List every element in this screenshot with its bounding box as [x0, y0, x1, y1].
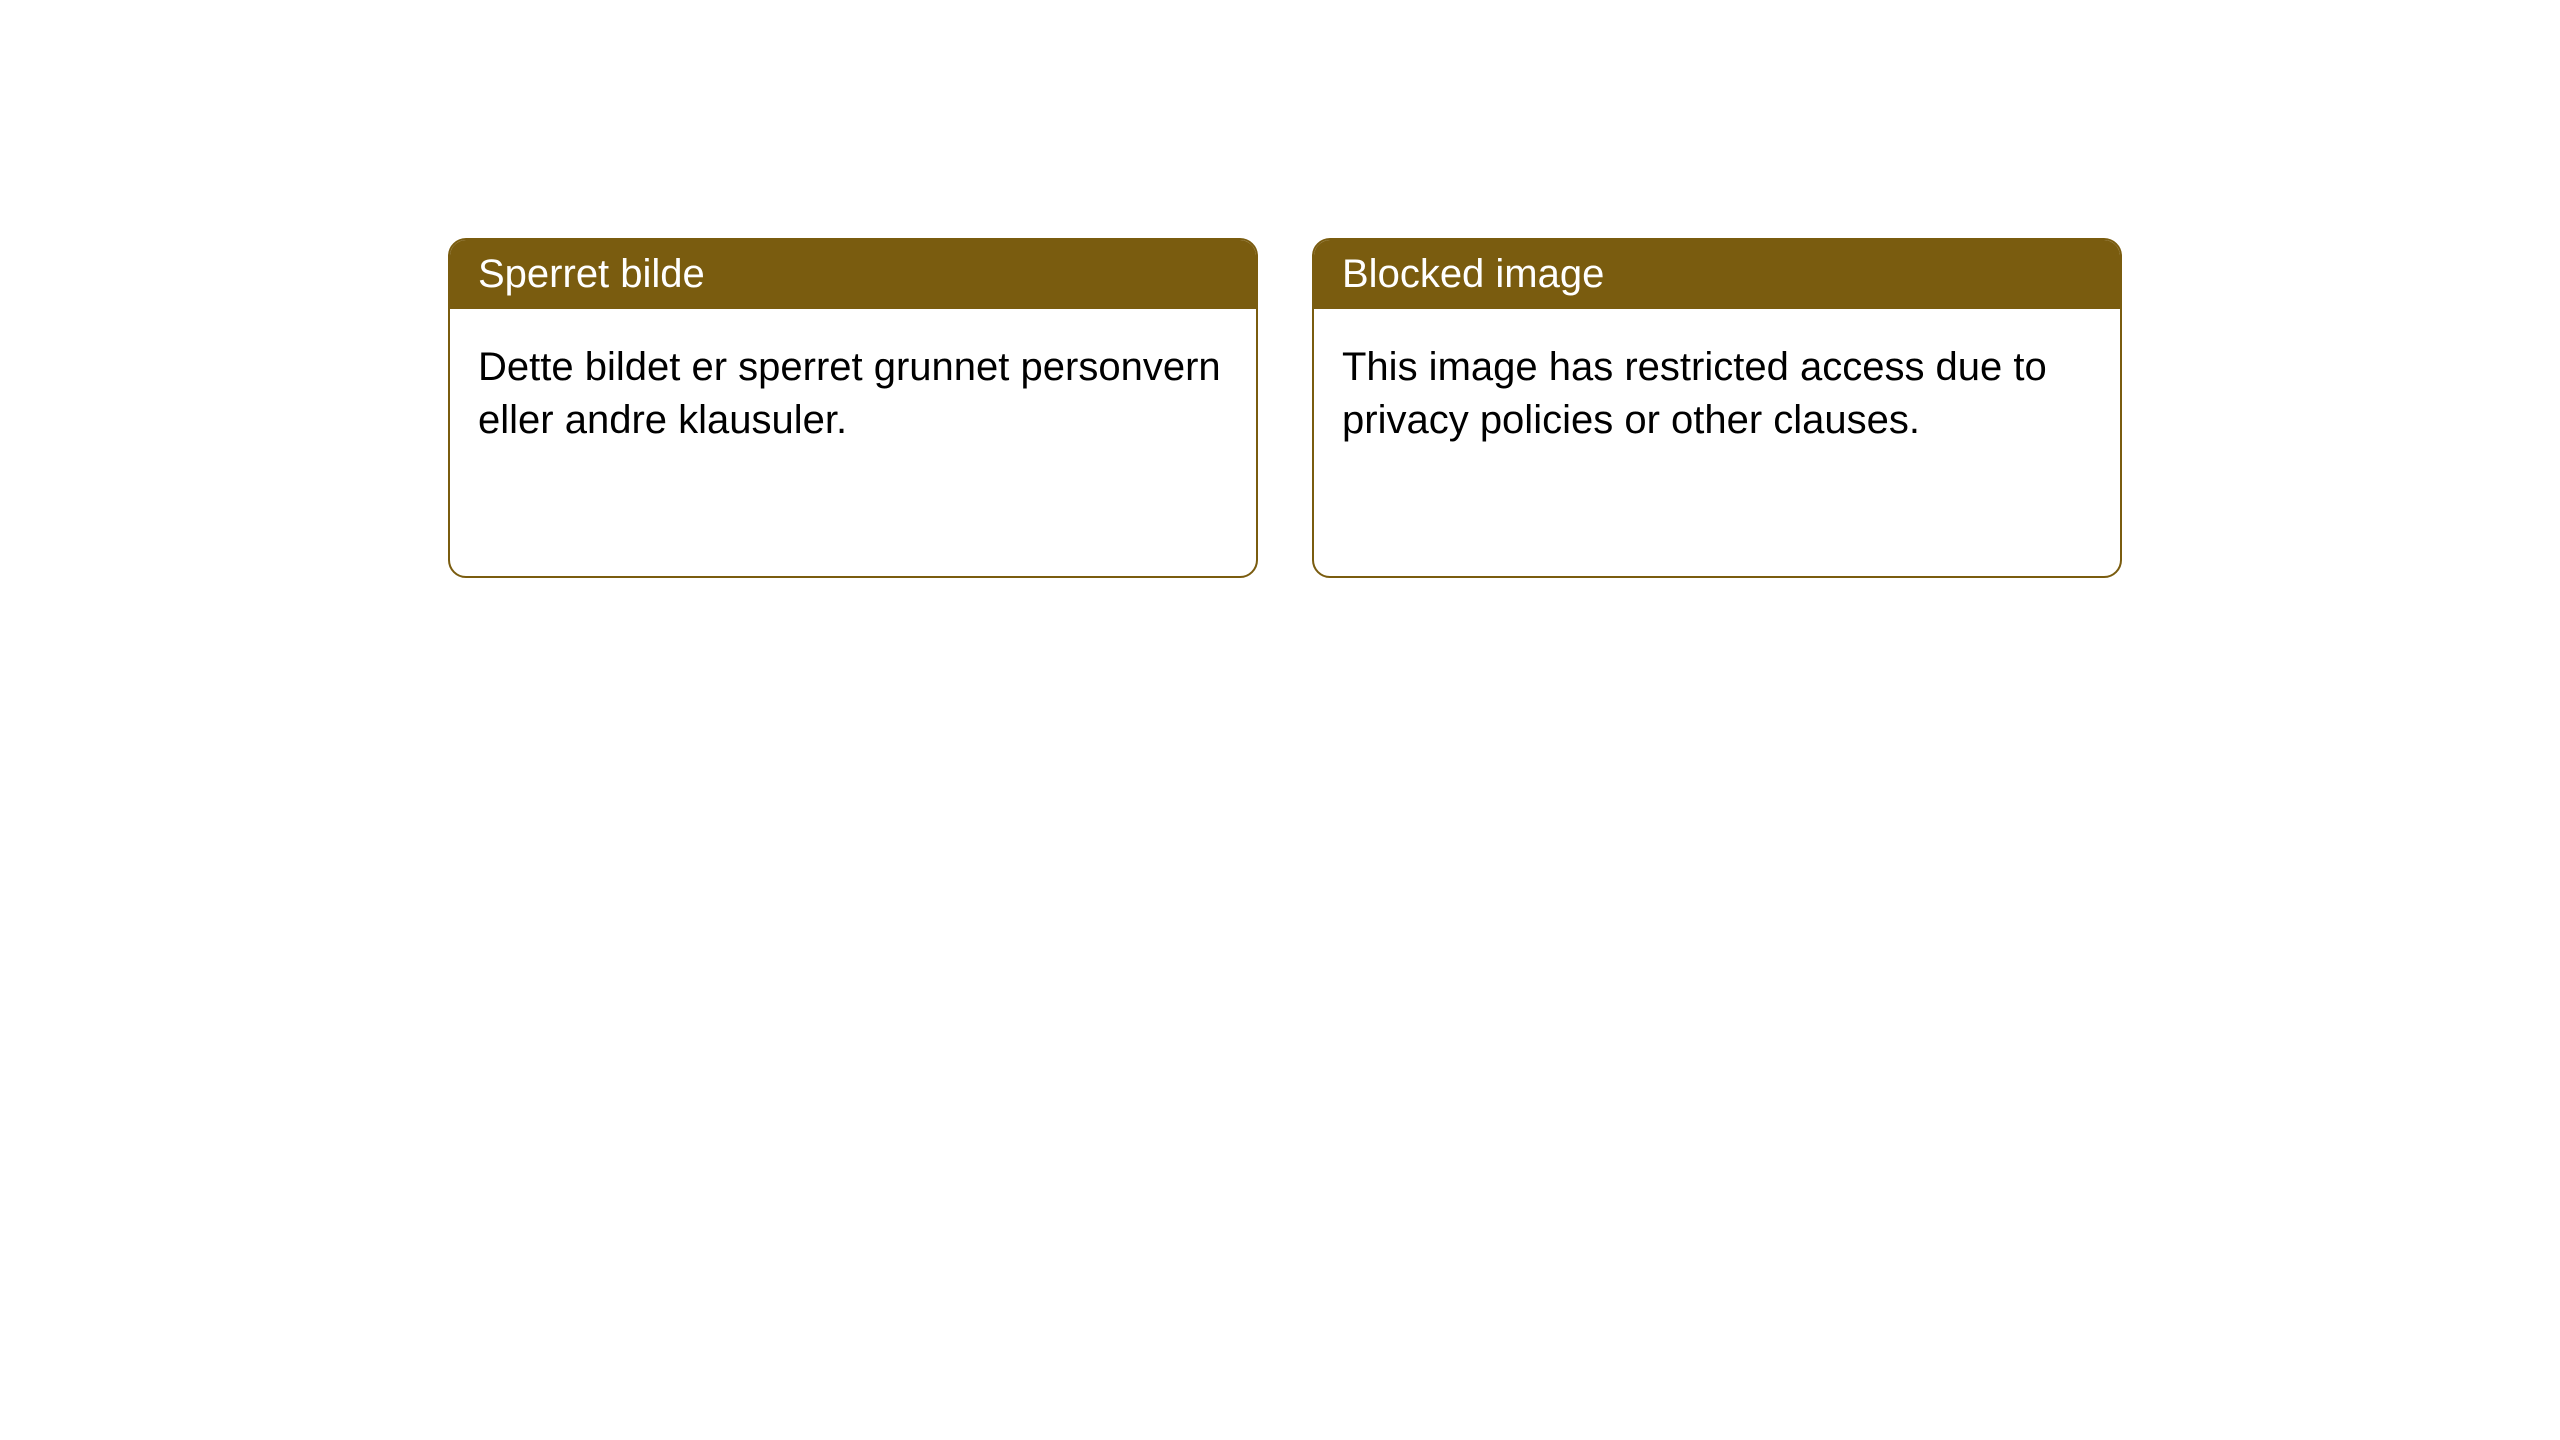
notice-card-english: Blocked image This image has restricted … [1312, 238, 2122, 578]
notice-body-english: This image has restricted access due to … [1314, 309, 2120, 479]
notice-title-english: Blocked image [1314, 240, 2120, 309]
notice-body-norwegian: Dette bildet er sperret grunnet personve… [450, 309, 1256, 479]
notice-card-norwegian: Sperret bilde Dette bildet er sperret gr… [448, 238, 1258, 578]
notice-title-norwegian: Sperret bilde [450, 240, 1256, 309]
notice-container: Sperret bilde Dette bildet er sperret gr… [448, 238, 2122, 578]
